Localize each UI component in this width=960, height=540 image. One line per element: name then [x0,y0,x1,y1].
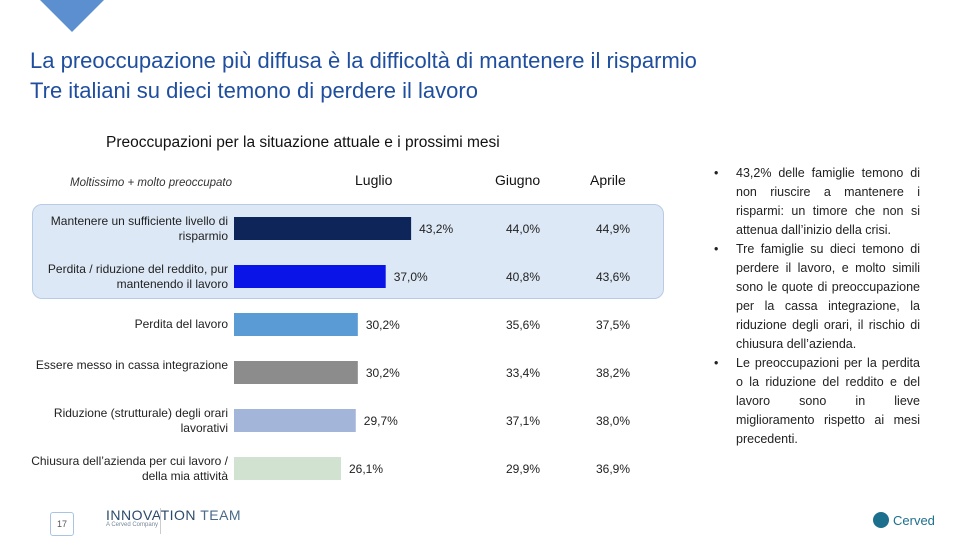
column-header-giugno: Giugno [495,172,541,188]
value-aprile-1: 44,9% [596,222,631,236]
column-header-luglio: Luglio [355,172,393,188]
cerved-logo: Cerved [873,512,935,528]
category-label-4: Essere messo in cassa integrazione [35,357,228,372]
innovation-team-logo: INNOVATION TEAM A Cerved Company [106,507,241,528]
value-giugno-6: 29,9% [506,462,541,476]
bar-5 [234,409,356,432]
category-label-3: Perdita del lavoro [134,317,228,331]
category-label-2: Perdita / riduzione del reddito, pur man… [47,261,228,291]
bar-4 [234,361,358,384]
cerved-logo-icon [873,512,889,528]
value-luglio-1: 43,2% [419,222,454,236]
bullet-3: Le preoccupazioni per la perdita o la ri… [710,354,920,449]
column-header-aprile: Aprile [590,172,626,188]
logo-word-team: TEAM [200,507,242,523]
title-line-1: La preoccupazione più diffusa è la diffi… [30,48,697,73]
value-giugno-3: 35,6% [506,318,541,332]
title-line-2: Tre italiani su dieci temono di perdere … [30,78,478,103]
value-giugno-5: 37,1% [506,414,541,428]
bar-1 [234,217,412,240]
logo-tagline: A Cerved Company [106,522,159,528]
chart-legend: Moltissimo + molto preoccupato [70,177,233,189]
bar-2 [234,265,386,288]
corner-decoration [40,0,104,32]
page-number: 17 [50,512,74,536]
logo-divider [160,508,161,534]
value-aprile-4: 38,2% [596,366,631,380]
value-luglio-4: 30,2% [365,366,400,380]
value-aprile-6: 36,9% [596,462,631,476]
bar-6 [234,457,342,480]
bullet-2: Tre famiglie su dieci temono di perdere … [710,240,920,354]
value-aprile-3: 37,5% [596,318,631,332]
value-luglio-6: 26,1% [349,462,384,476]
value-luglio-2: 37,0% [393,270,428,284]
category-label-1: Mantenere un sufficiente livello di risp… [50,213,228,243]
category-label-6: Chiusura dell’azienda per cui lavoro / d… [31,453,228,483]
bullet-1: 43,2% delle famiglie temono di non riusc… [710,164,920,240]
value-giugno-1: 44,0% [506,222,541,236]
bar-3 [234,313,358,336]
cerved-logo-text: Cerved [893,512,935,528]
value-luglio-5: 29,7% [363,414,398,428]
value-aprile-5: 38,0% [596,414,631,428]
category-label-5: Riduzione (strutturale) degli orari lavo… [53,405,228,435]
chart-title: Preoccupazioni per la situazione attuale… [106,134,500,151]
commentary: 43,2% delle famiglie temono di non riusc… [710,164,920,449]
value-luglio-3: 30,2% [365,318,400,332]
slide-title: La preoccupazione più diffusa è la diffi… [30,46,890,106]
value-aprile-2: 43,6% [596,270,631,284]
logo-word-innovation: INNOVATION [106,507,197,523]
value-giugno-4: 33,4% [506,366,541,380]
value-giugno-2: 40,8% [506,270,541,284]
